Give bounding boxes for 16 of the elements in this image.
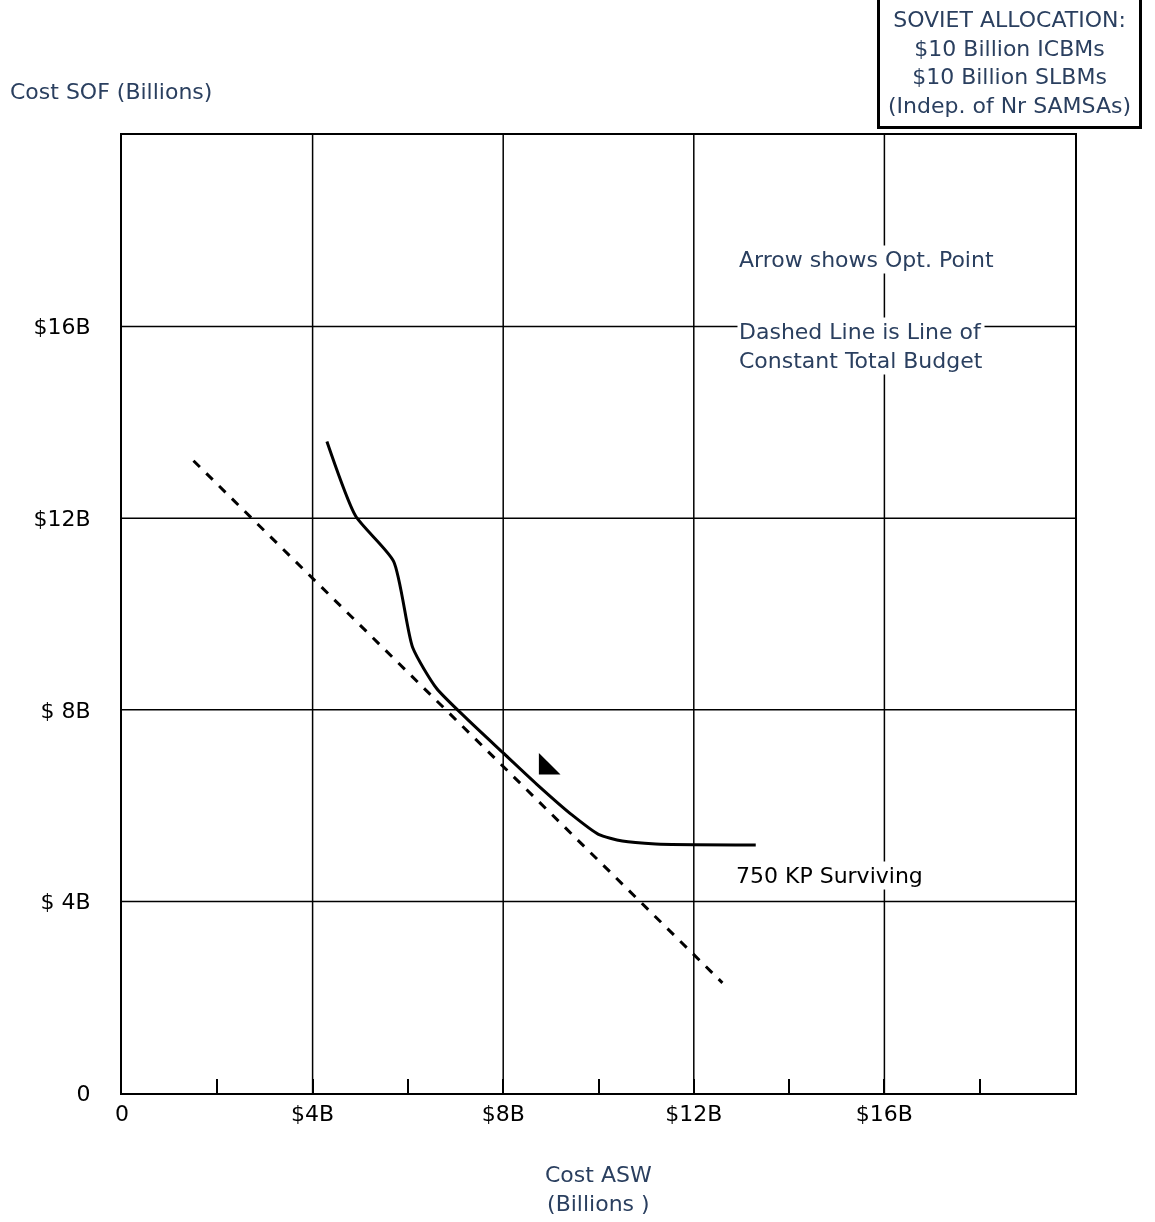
series-label: 750 KP Surviving [736, 863, 923, 888]
x-tick-label: $4B [291, 1101, 335, 1127]
y-tick-label: $16B [33, 314, 91, 340]
y-tick-label: $ 4B [40, 889, 91, 915]
y-tick-label: $12B [33, 505, 91, 531]
x-tick-label: $12B [665, 1101, 723, 1127]
x-tick-label: 0 [115, 1101, 129, 1127]
x-tick-label: $8B [481, 1101, 525, 1127]
x-axis-title: Cost ASW (Billions ) [545, 1162, 652, 1216]
y-tick-label: $ 8B [40, 697, 91, 723]
y-tick-label: 0 [76, 1080, 91, 1106]
text: SOVIET ALLOCATION: $10 Billion ICBMs $10 Billion SLBMs (Indep. of Nr SAMSAs) [888, 7, 1132, 118]
annotation: Arrow shows Opt. Point [739, 247, 994, 272]
annotation: Dashed Line is Line of Constant Total Budget [739, 319, 983, 373]
y-axis-title: Cost SOF (Billions) [10, 79, 213, 104]
x-tick-label: $16B [855, 1101, 913, 1127]
